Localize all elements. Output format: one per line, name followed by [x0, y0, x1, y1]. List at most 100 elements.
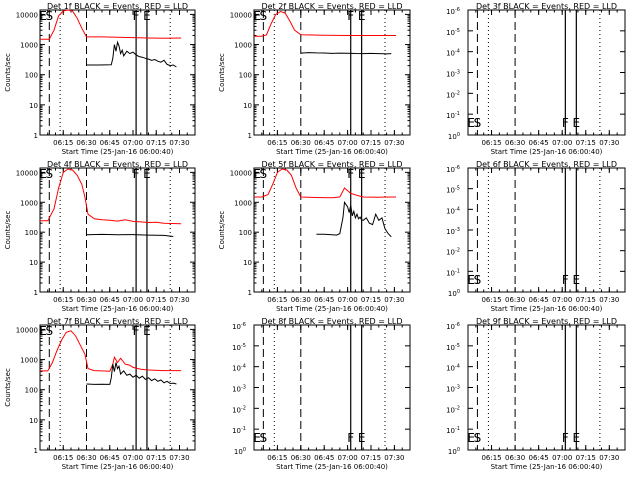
event-marker-label: E — [358, 167, 366, 181]
event-marker-label: F — [562, 116, 569, 130]
y-tick-label: 10000 — [230, 11, 252, 19]
y-tick-label: 10-6 — [446, 7, 460, 16]
plot-frame — [467, 324, 626, 451]
y-tick-label: 10-4 — [446, 364, 460, 373]
panel-det-1f: Det 1f BLACK = Events, RED = LLD 1 10 100 10… — [4, 2, 196, 156]
event-marker-label: E — [39, 167, 47, 181]
x-tick-label: 07:15 — [576, 139, 596, 147]
x-tick-label: 07:15 — [576, 454, 596, 462]
x-tick-label: 07:30 — [599, 139, 619, 147]
x-tick-label: 06:30 — [505, 139, 525, 147]
event-marker-label: F — [562, 273, 569, 287]
event-marker-label: E — [573, 116, 581, 130]
x-axis-label: Start Time (25-Jan-16 06:00:40) — [276, 463, 388, 471]
series-lld-red — [40, 330, 182, 372]
y-tick-label: 10-2 — [232, 405, 246, 414]
x-tick-label: 06:45 — [314, 454, 334, 462]
y-tick-label: 10 — [29, 259, 38, 267]
x-tick-label: 07:30 — [384, 139, 404, 147]
y-tick-label: 100 — [448, 289, 460, 298]
x-tick-label: 06:30 — [291, 454, 311, 462]
plot-frame — [39, 324, 196, 451]
panel-title: Det 1f BLACK = Events, RED = LLD — [47, 2, 188, 11]
event-marker-label: S — [45, 167, 53, 181]
plot-frame — [467, 167, 626, 293]
event-marker-label: E — [467, 431, 475, 445]
x-tick-label: 06:30 — [76, 139, 96, 147]
y-tick-label: 10-6 — [446, 322, 460, 331]
x-tick-label: 07:30 — [384, 454, 404, 462]
event-marker-label: F — [133, 9, 140, 23]
series-events-black — [86, 233, 174, 237]
x-tick-label: 06:30 — [291, 139, 311, 147]
x-tick-label: 06:30 — [76, 454, 96, 462]
plot-frame — [253, 324, 411, 451]
y-tick-label: 10000 — [230, 169, 252, 177]
series-lld-red — [254, 168, 397, 199]
x-axis-label: Start Time (25-Jan-16 06:00:40) — [276, 305, 388, 313]
event-marker-label: E — [143, 324, 151, 338]
event-marker-label: E — [573, 273, 581, 287]
x-axis-label: Start Time (25-Jan-16 06:00:40) — [491, 305, 603, 313]
y-tick-label: 10-3 — [446, 227, 460, 236]
y-tick-label: 100 — [25, 72, 38, 80]
x-tick-label: 07:30 — [384, 296, 404, 304]
panel-title: Det 4f BLACK = Events, RED = LLD — [47, 160, 188, 169]
y-tick-label: 10-5 — [232, 343, 246, 352]
y-tick-label: 1 — [34, 289, 38, 297]
y-tick-label: 10000 — [16, 326, 38, 334]
panel-det-6f: Det 6f BLACK = Events, RED = LLD 10-6 10-5… — [446, 160, 626, 313]
x-tick-label: 07:00 — [338, 139, 358, 147]
x-tick-label: 06:15 — [481, 139, 501, 147]
event-marker-label: E — [39, 9, 47, 23]
panel-det-5f: Det 5f BLACK = Events, RED = LLD 1 10 100 10… — [218, 160, 411, 313]
y-tick-label: 10-4 — [446, 206, 460, 215]
y-tick-label: 10 — [243, 102, 252, 110]
event-marker-label: S — [45, 324, 53, 338]
x-tick-label: 07:15 — [361, 139, 381, 147]
x-axis-label: Start Time (25-Jan-16 06:00:40) — [62, 305, 174, 313]
series-events-black — [86, 362, 177, 385]
series-events-black — [300, 52, 392, 55]
plot-frame — [467, 9, 626, 136]
x-tick-label: 07:30 — [599, 296, 619, 304]
plot-frame — [253, 167, 411, 293]
y-tick-label: 100 — [239, 72, 252, 80]
x-tick-label: 07:30 — [599, 454, 619, 462]
x-axis-label: Start Time (25-Jan-16 06:00:40) — [276, 148, 388, 156]
event-marker-label: E — [253, 431, 261, 445]
x-tick-label: 07:00 — [338, 454, 358, 462]
y-tick-label: 100 — [234, 447, 246, 456]
x-tick-label: 06:45 — [100, 139, 120, 147]
x-tick-label: 06:15 — [267, 454, 287, 462]
y-tick-label: 10000 — [16, 169, 38, 177]
event-marker-label: E — [573, 431, 581, 445]
y-tick-label: 1 — [34, 447, 38, 455]
panel-title: Det 2f BLACK = Events, RED = LLD — [261, 2, 402, 11]
x-tick-label: 06:15 — [481, 296, 501, 304]
event-marker-label: E — [143, 9, 151, 23]
panel-det-8f: Det 8f BLACK = Events, RED = LLD 10-6 10-5… — [232, 317, 411, 471]
event-marker-label: E — [253, 9, 261, 23]
y-tick-label: 1000 — [20, 42, 38, 50]
y-tick-label: 1000 — [20, 199, 38, 207]
x-axis-label: Start Time (25-Jan-16 06:00:40) — [491, 463, 603, 471]
x-tick-label: 06:30 — [505, 296, 525, 304]
x-tick-label: 07:00 — [123, 139, 143, 147]
y-tick-label: 10-1 — [446, 426, 460, 435]
panel-det-2f: Det 2f BLACK = Events, RED = LLD 1 10 100 10… — [218, 2, 411, 156]
y-tick-label: 10 — [29, 417, 38, 425]
x-tick-label: 06:15 — [53, 454, 73, 462]
y-tick-label: 10-4 — [232, 364, 246, 373]
y-tick-label: 1000 — [234, 199, 252, 207]
event-marker-label: S — [474, 116, 482, 130]
y-tick-label: 10-2 — [446, 90, 460, 99]
event-marker-label: E — [358, 431, 366, 445]
x-axis-label: Start Time (25-Jan-16 06:00:40) — [62, 463, 174, 471]
y-tick-label: 100 — [25, 387, 38, 395]
x-tick-label: 07:00 — [338, 296, 358, 304]
y-axis-label: Counts/sec — [4, 368, 12, 407]
panel-det-4f: Det 4f BLACK = Events, RED = LLD 1 10 100 10… — [4, 160, 196, 313]
x-tick-label: 07:15 — [361, 296, 381, 304]
